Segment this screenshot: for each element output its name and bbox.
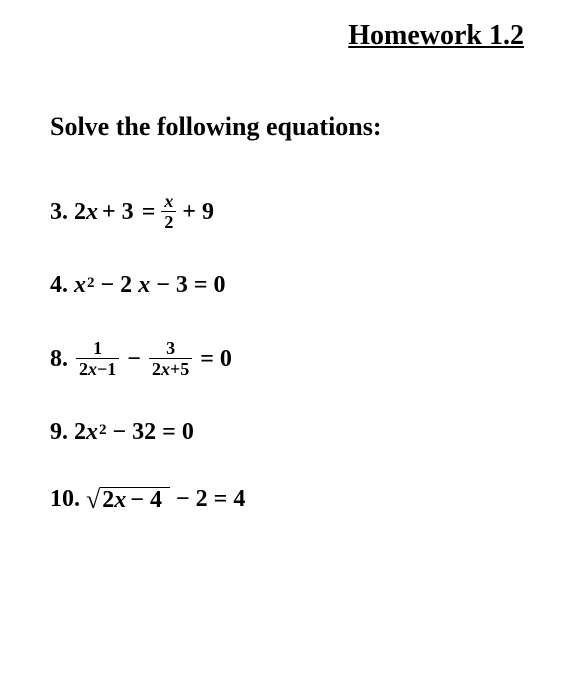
coef: 2	[74, 420, 86, 444]
problem-10: 10. √ 2x − 4 − 2 = 4	[50, 486, 544, 512]
variable-x: x	[88, 359, 97, 379]
equation: √ 2x − 4 − 2 = 4	[86, 486, 251, 512]
variable-x: x	[138, 273, 150, 297]
problem-number: 3.	[50, 200, 68, 224]
equation: x2 − 2x − 3 = 0	[74, 273, 232, 297]
problem-number: 9.	[50, 420, 68, 444]
fraction-1: 1 2x−1	[76, 339, 119, 378]
variable-x: x	[86, 200, 98, 224]
exponent: 2	[99, 423, 107, 438]
fraction: x 2	[161, 192, 176, 231]
page-title: Homework 1.2	[50, 20, 544, 52]
fraction-2: 3 2x+5	[149, 339, 192, 378]
variable-x: x	[161, 359, 170, 379]
problem-9: 9. 2x2 − 32 = 0	[50, 420, 544, 444]
rhs: = 0	[200, 347, 232, 371]
denominator: 2	[161, 211, 176, 231]
square-root: √ 2x − 4	[86, 486, 170, 512]
variable-x: x	[74, 273, 86, 297]
numerator: 1	[90, 339, 105, 358]
problem-3: 3. 2x + 3 = x 2 + 9	[50, 192, 544, 231]
problem-8: 8. 1 2x−1 − 3 2x+5 = 0	[50, 339, 544, 378]
denominator: 2x−1	[76, 358, 119, 378]
radical-icon: √	[86, 487, 100, 513]
problem-number: 4.	[50, 273, 68, 297]
term: + 3	[102, 200, 134, 224]
term: − 4	[130, 488, 162, 512]
denominator: 2x+5	[149, 358, 192, 378]
variable-x: x	[86, 420, 98, 444]
coef: 2	[79, 359, 88, 379]
numerator: 3	[163, 339, 178, 358]
equation: 2x2 − 32 = 0	[74, 420, 200, 444]
const: +5	[170, 359, 189, 379]
term: − 3 = 0	[156, 273, 225, 297]
minus: −	[127, 347, 141, 371]
term: − 2 = 4	[176, 487, 245, 511]
equals: =	[142, 200, 156, 224]
term: 2	[74, 200, 86, 224]
variable-x: x	[114, 488, 126, 512]
problem-number: 10.	[50, 487, 80, 511]
term: − 32 = 0	[113, 420, 194, 444]
const: −1	[97, 359, 116, 379]
numerator: x	[161, 192, 176, 211]
coef: 2	[102, 488, 114, 512]
instruction-text: Solve the following equations:	[50, 112, 544, 142]
term: − 2	[101, 273, 133, 297]
term: + 9	[182, 200, 214, 224]
radicand: 2x − 4	[100, 487, 170, 512]
problem-4: 4. x2 − 2x − 3 = 0	[50, 273, 544, 297]
equation: 2x + 3 = x 2 + 9	[74, 192, 218, 231]
coef: 2	[152, 359, 161, 379]
exponent: 2	[87, 276, 95, 291]
problem-number: 8.	[50, 347, 68, 371]
equation: 1 2x−1 − 3 2x+5 = 0	[74, 339, 238, 378]
